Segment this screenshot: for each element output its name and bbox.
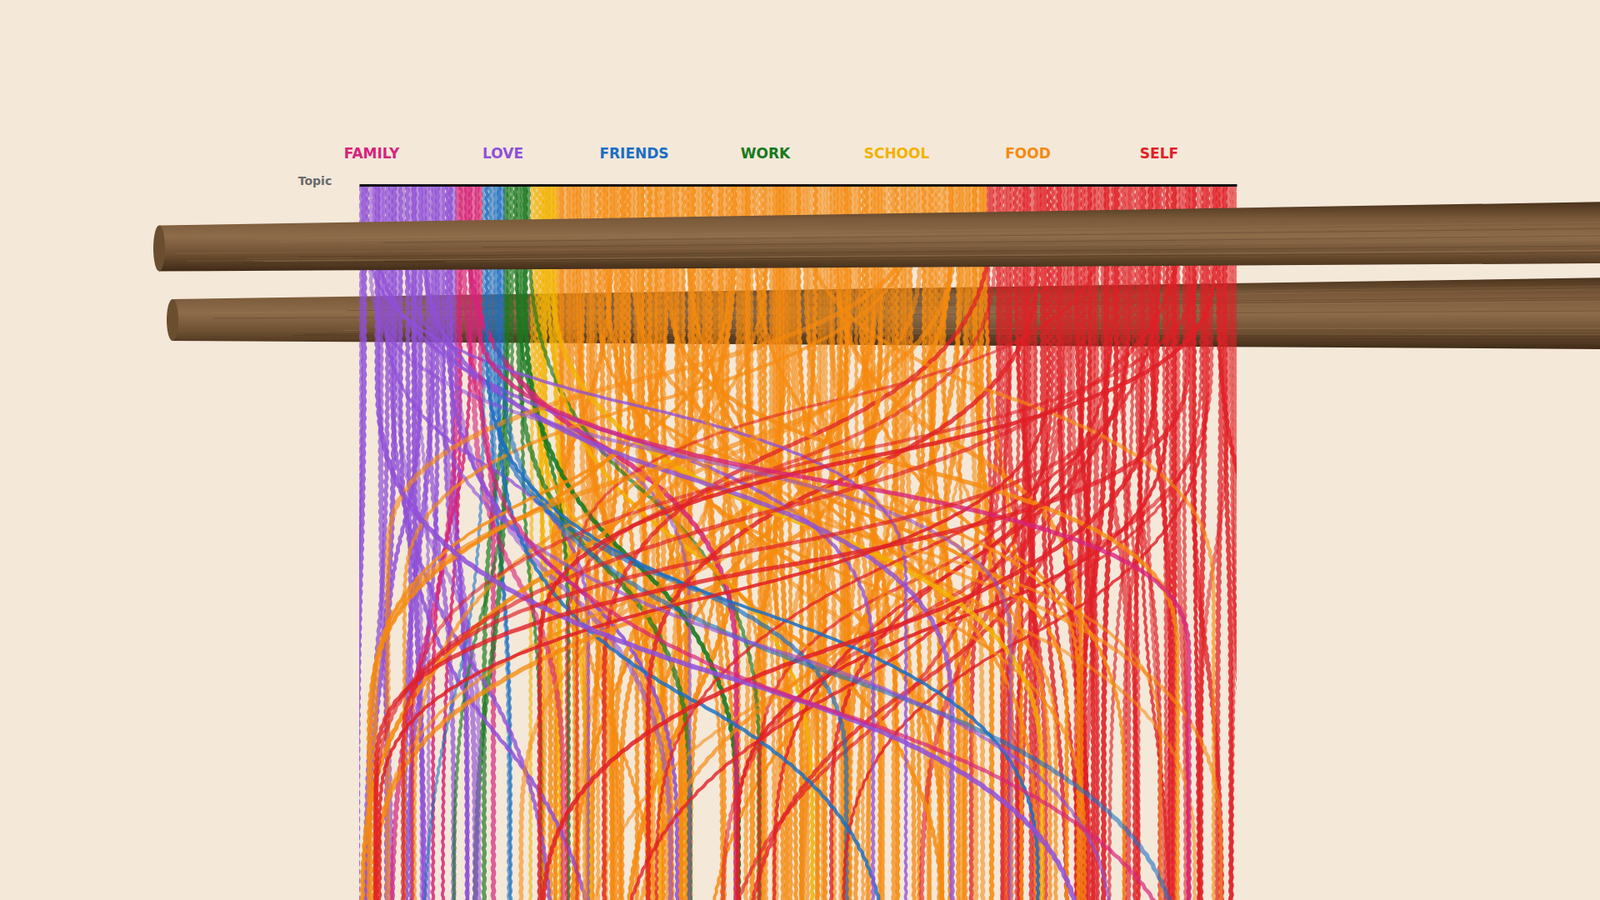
x-axis (360, 185, 1238, 186)
strand (386, 185, 919, 900)
wood-grain (279, 225, 1600, 242)
strand (615, 185, 878, 900)
strand (359, 185, 362, 900)
strand (538, 185, 1215, 900)
strand (375, 185, 890, 900)
legend-label: FRIENDS (599, 145, 669, 162)
strand (669, 185, 1178, 900)
legend-label: SCHOOL (864, 145, 930, 162)
wood-grain (483, 235, 1600, 248)
wood-grain (298, 245, 1600, 257)
chart: Topic FAMILY LOVE FRIENDS WORK SCHOOL FOOD SELF (0, 0, 1600, 900)
axis-line (360, 184, 1238, 187)
chopstick-tip (166, 299, 179, 341)
legend-label: FAMILY (344, 145, 400, 162)
strand (374, 185, 881, 900)
strand (541, 185, 1159, 900)
strand (361, 185, 735, 900)
strand (801, 185, 1215, 900)
strand (375, 185, 1190, 900)
legend-label: SELF (1140, 145, 1179, 162)
wood-grain (186, 250, 1600, 261)
strand (1216, 185, 1237, 900)
strand (370, 185, 1012, 900)
axis-label: Topic (298, 174, 332, 188)
strand (365, 185, 907, 900)
strand (1230, 185, 1237, 900)
plot-area (359, 185, 1237, 900)
strand (479, 185, 1159, 900)
legend-label: FOOD (1005, 145, 1051, 162)
legend-label: LOVE (482, 145, 524, 162)
wood-grain (264, 250, 1600, 261)
strand (476, 185, 1190, 900)
legend-label: WORK (740, 145, 791, 162)
strand (501, 185, 1174, 900)
wood-grain (383, 251, 1600, 261)
wood-grain (383, 228, 1600, 243)
chopstick-upper (153, 201, 1600, 272)
strand (576, 185, 1101, 900)
strand (375, 185, 1182, 900)
chopstick-tip (153, 225, 165, 272)
strand (401, 185, 1128, 900)
chopstick-body (159, 201, 1600, 272)
